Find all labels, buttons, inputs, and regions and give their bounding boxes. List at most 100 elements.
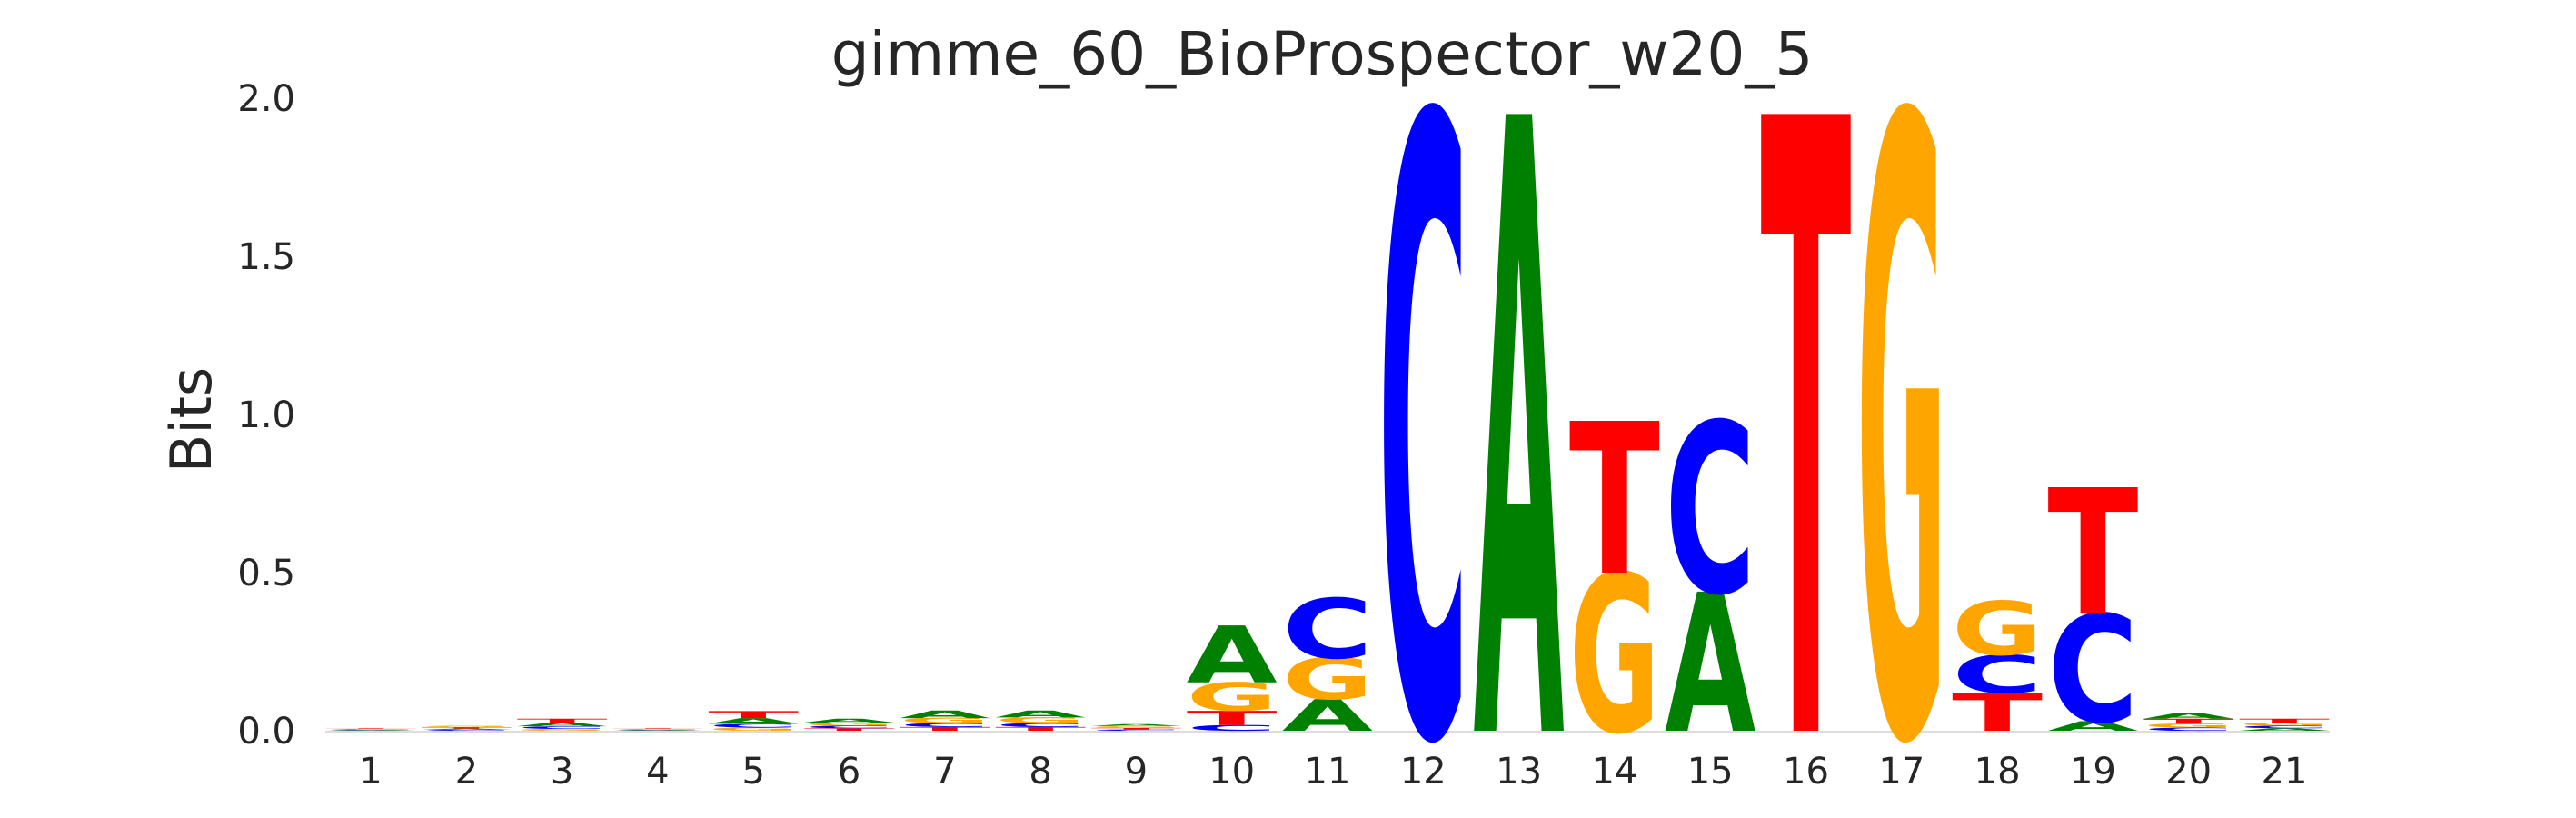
- logo-letter-C: C: [1665, 374, 1755, 647]
- logo-letter-C: C: [804, 725, 895, 729]
- logo-letter-G: G: [708, 727, 799, 733]
- logo-letter-G: G: [1856, 0, 1947, 818]
- logo-letter-G: G: [1282, 646, 1373, 713]
- logo-letter-A: A: [2239, 727, 2330, 731]
- logo-column-13: A: [1474, 0, 1566, 818]
- x-tick-label: 6: [838, 751, 860, 793]
- logo-letter-T: T: [2047, 454, 2138, 655]
- x-tick-label: 15: [1687, 751, 1734, 793]
- y-tick-label: 0.5: [237, 553, 295, 594]
- logo-letter-T: T: [421, 727, 512, 729]
- logo-letter-C: C: [2143, 727, 2234, 733]
- logo-letter-T: T: [2239, 718, 2330, 724]
- logo-letter-A: A: [2143, 712, 2234, 721]
- logo-letter-C: C: [517, 725, 608, 729]
- logo-letter-A: A: [708, 716, 799, 725]
- logo-letter-T: T: [804, 728, 895, 732]
- logo-letter-T: T: [1569, 380, 1660, 623]
- y-tick-label: 0.0: [237, 711, 295, 753]
- logo-letter-G: G: [804, 722, 895, 727]
- logo-letter-T: T: [995, 726, 1086, 733]
- logo-letter-T: T: [1952, 683, 2043, 743]
- logo-column-18: TCG: [1952, 587, 2043, 743]
- logo-letter-A: A: [1187, 610, 1278, 701]
- y-tick-label: 1.0: [237, 394, 295, 436]
- logo-letter-A: A: [1282, 691, 1373, 741]
- logo-letter-A: A: [995, 709, 1086, 720]
- x-tick-label: 2: [455, 751, 478, 793]
- logo-letter-T: T: [1187, 707, 1278, 730]
- logo-letter-C: C: [2047, 585, 2138, 756]
- logo-letter-A: A: [517, 722, 608, 728]
- logo-letter-G: G: [1569, 529, 1660, 782]
- logo-letter-A: A: [612, 730, 703, 731]
- x-tick-label: 12: [1400, 751, 1447, 793]
- logo-letter-T: T: [2143, 717, 2234, 725]
- logo-letter-C: C: [421, 730, 512, 732]
- x-tick-label: 1: [359, 751, 382, 793]
- x-tick-label: 9: [1125, 751, 1148, 793]
- logo-column-19: ACT: [2047, 454, 2138, 756]
- logo-letter-T: T: [900, 726, 990, 733]
- logo-letter-G: G: [517, 728, 608, 731]
- logo-letter-C: C: [1952, 644, 2043, 705]
- logo-column-16: T: [1761, 0, 1853, 818]
- logo-letter-G: G: [900, 717, 990, 725]
- logo-letter-A: A: [2047, 719, 2138, 734]
- y-axis-ticks: 0.0 0.5 1.0 1.5 2.0: [237, 78, 295, 753]
- logo-letter-G: G: [2239, 722, 2330, 727]
- logo-letter-T: T: [708, 709, 799, 720]
- logo-column-15: AC: [1665, 374, 1755, 777]
- logo-letter-A: A: [900, 708, 990, 720]
- logo-column-17: G: [1856, 0, 1947, 818]
- logo-letter-G: G: [1952, 587, 2043, 673]
- logo-letter-C: C: [325, 729, 416, 730]
- logo-column-12: C: [1378, 0, 1468, 818]
- logo-letter-C: C: [1282, 583, 1373, 678]
- logo-letter-T: T: [1090, 727, 1181, 730]
- logo-letter-C: C: [708, 723, 799, 729]
- logo-letter-T: T: [517, 718, 608, 724]
- logo-letter-A: A: [421, 728, 512, 730]
- x-tick-label: 7: [933, 751, 956, 793]
- logo-letter-A: A: [1474, 0, 1566, 818]
- chart-title: gimme_60_BioProspector_w20_5: [831, 19, 1814, 89]
- logo-letter-T: T: [1761, 0, 1853, 818]
- logo-letter-G: G: [612, 729, 703, 730]
- logo-letter-T: T: [612, 728, 703, 729]
- x-tick-label: 16: [1783, 751, 1829, 793]
- logo-letter-A: A: [804, 718, 895, 724]
- logo-column-11: AGC: [1282, 583, 1373, 741]
- x-tick-label: 18: [1974, 751, 2021, 793]
- y-axis-label: Bits: [158, 367, 224, 473]
- y-tick-label: 2.0: [237, 78, 295, 120]
- logo-letter-G: G: [325, 729, 416, 730]
- x-tick-label: 4: [646, 751, 669, 793]
- x-tick-label: 20: [2165, 751, 2212, 793]
- x-tick-label: 11: [1305, 751, 1351, 793]
- x-tick-label: 8: [1029, 751, 1051, 793]
- logo-letter-C: C: [1378, 0, 1468, 818]
- x-tick-label: 3: [551, 751, 573, 793]
- logo-column-14: GT: [1569, 380, 1660, 783]
- logo-letter-C: C: [1090, 729, 1181, 731]
- logo-letter-G: G: [995, 716, 1086, 725]
- x-tick-label: 19: [2070, 751, 2116, 793]
- logo-letter-C: C: [2239, 725, 2330, 729]
- x-tick-label: 10: [1208, 751, 1255, 793]
- x-tick-label: 13: [1496, 751, 1542, 793]
- logo-letter-T: T: [325, 728, 416, 729]
- logo-letter-C: C: [900, 722, 990, 728]
- logo-letter-G: G: [421, 725, 512, 727]
- x-tick-label: 17: [1878, 751, 1925, 793]
- y-tick-label: 1.5: [237, 236, 295, 278]
